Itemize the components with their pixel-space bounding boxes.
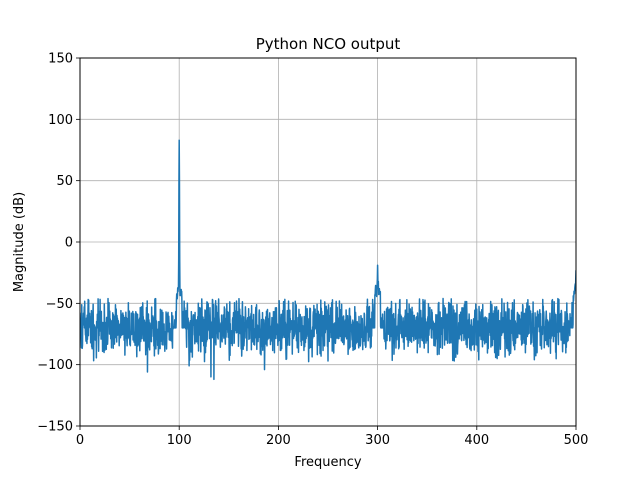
y-tick-label: 100 bbox=[48, 113, 73, 128]
series-line bbox=[80, 139, 576, 381]
x-tick-label: 300 bbox=[365, 433, 390, 448]
y-axis-title: Magnitude (dB) bbox=[12, 192, 27, 292]
x-tick-label: 500 bbox=[564, 433, 589, 448]
y-tick-label: 0 bbox=[65, 236, 73, 251]
x-tick-label: 200 bbox=[266, 433, 291, 448]
y-tick-label: 50 bbox=[56, 174, 73, 189]
y-tick-label: 150 bbox=[48, 52, 73, 67]
x-axis-title: Frequency bbox=[294, 455, 361, 470]
y-tick-label: −50 bbox=[46, 297, 73, 312]
x-tick-label: 100 bbox=[167, 433, 192, 448]
y-tick-label: −150 bbox=[37, 420, 73, 435]
chart-title: Python NCO output bbox=[256, 35, 401, 53]
y-tick-label: −100 bbox=[37, 358, 73, 373]
series-layer bbox=[80, 139, 576, 381]
ticks: 0 100 200 300 400 500 −150 −100 −50 0 50 100 150 bbox=[37, 52, 588, 449]
x-tick-label: 400 bbox=[464, 433, 489, 448]
x-tick-label: 0 bbox=[76, 433, 84, 448]
